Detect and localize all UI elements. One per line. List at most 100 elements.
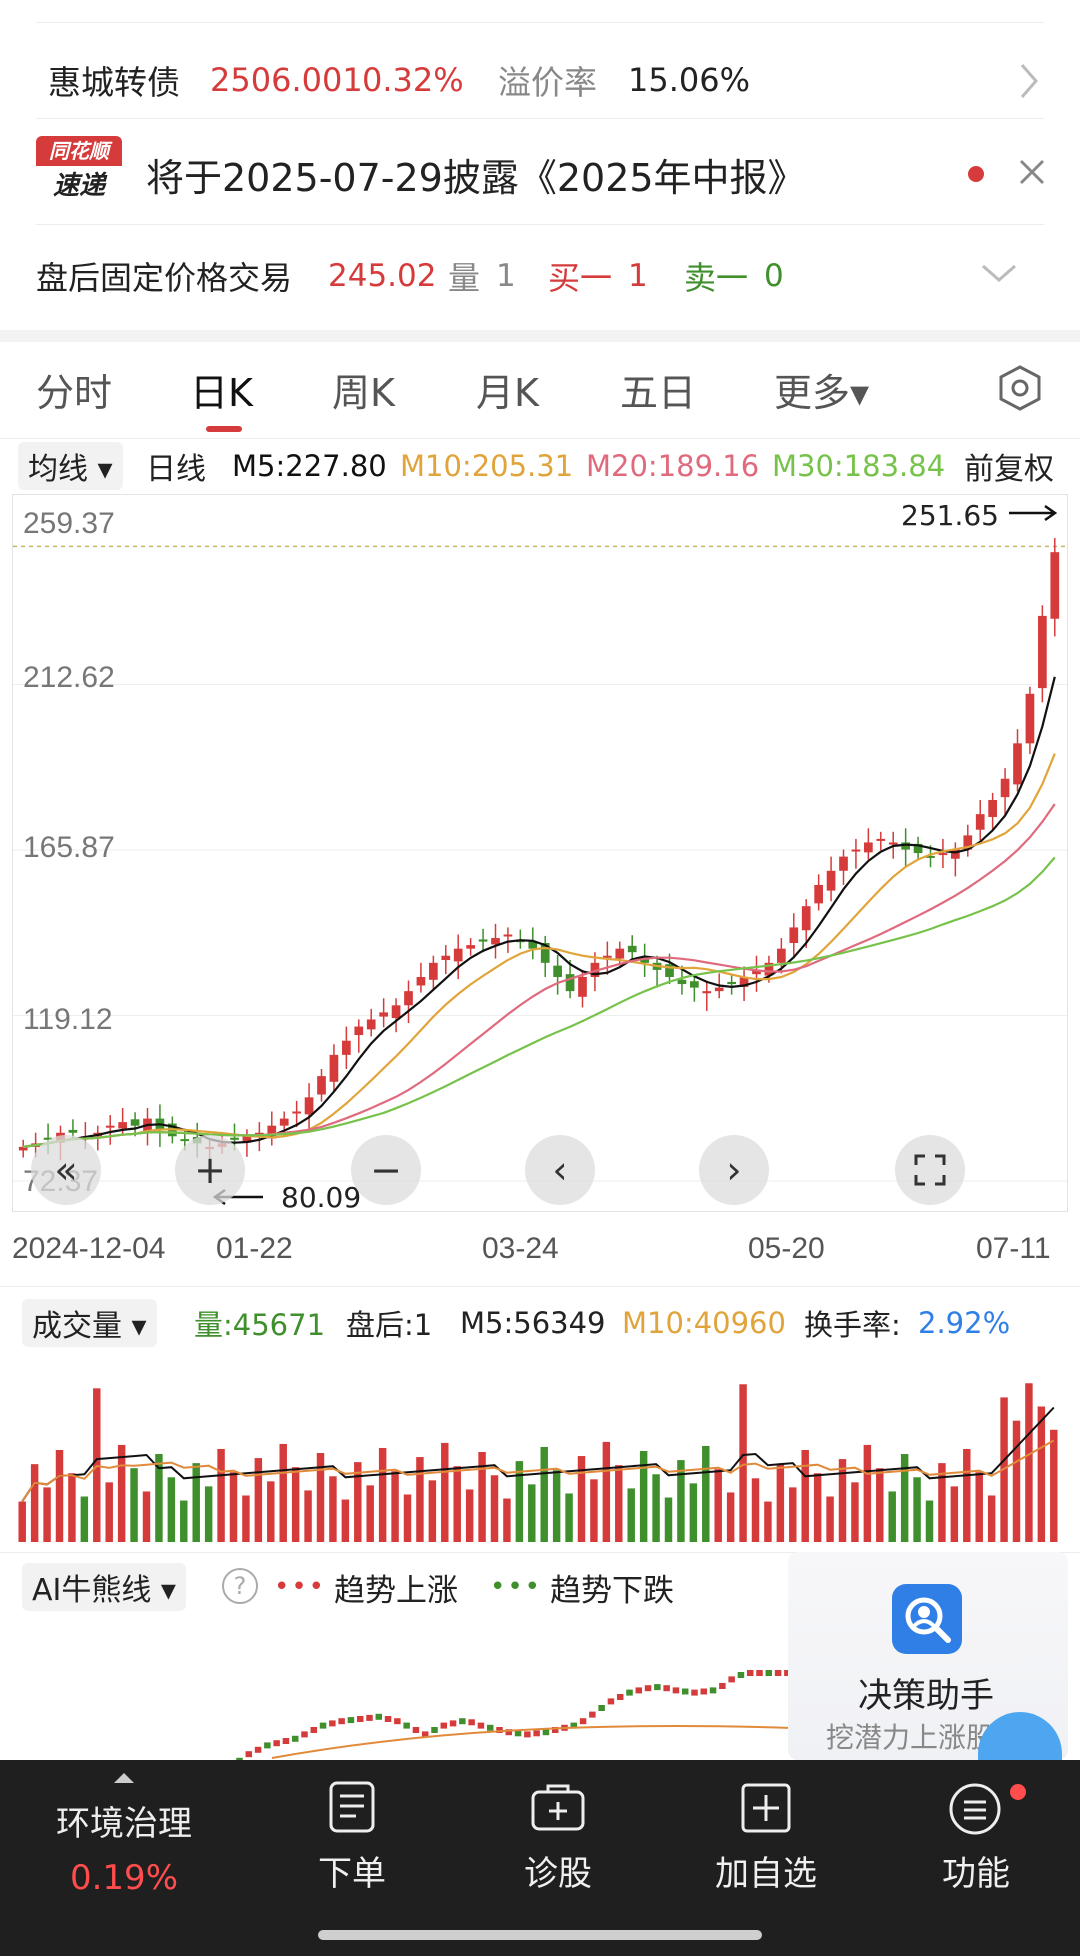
chevron-down-icon[interactable] <box>980 262 1018 288</box>
bond-change: 0.32% <box>362 61 464 99</box>
candle-body <box>404 991 413 1006</box>
ai-indicator-bar: AI牛熊线 ▾ ? ••• 趋势上涨 ••• 趋势下跌 <box>0 1563 1080 1611</box>
volume-bar <box>304 1490 312 1542</box>
close-icon[interactable] <box>1018 158 1046 190</box>
decision-assistant-card[interactable]: 决策助手 挖潜力上涨股 <box>788 1552 1068 1760</box>
m30-value: M30:183.84 <box>772 449 946 483</box>
news-bar[interactable]: 同花顺 速递 将于2025-07-29披露《2025年中报》 <box>0 124 1080 224</box>
ai-candle <box>579 1718 587 1725</box>
zoom-in-button[interactable]: + <box>175 1135 245 1205</box>
volume-bar <box>863 1444 872 1542</box>
bottom-toolbar: 环境治理 0.19% 下单 诊股 加自选 功能 <box>0 1760 1080 1956</box>
ai-candle <box>542 1729 550 1736</box>
ma20-line <box>23 803 1056 1148</box>
volume-bar <box>403 1494 412 1542</box>
volume-bar <box>192 1463 200 1542</box>
ai-candle <box>459 1718 466 1725</box>
candle-body <box>876 838 886 841</box>
volume-bar <box>689 1483 698 1542</box>
kline-chart[interactable]: 259.37 212.62 165.87 119.12 72.37 251.65… <box>12 494 1068 1214</box>
order-label: 下单 <box>318 1854 386 1894</box>
scroll-left-button[interactable]: ‹ <box>525 1135 595 1205</box>
ai-candle <box>291 1735 299 1742</box>
volume-chart[interactable] <box>12 1350 1066 1542</box>
volume-bar <box>764 1501 772 1542</box>
ai-candle <box>598 1705 605 1711</box>
price-axis-label: 119.12 <box>23 1003 113 1036</box>
zoom-out-button[interactable]: − <box>351 1135 421 1205</box>
adjust-mode[interactable]: 前复权 <box>964 452 1054 487</box>
volume-bar <box>876 1468 884 1542</box>
ai-chart[interactable] <box>12 1610 793 1764</box>
volume-bar <box>888 1491 896 1542</box>
volume-bar <box>652 1474 660 1542</box>
convertible-bond-bar[interactable]: 惠城转债 2506.001 0.32% 溢价率 15.06% <box>0 44 1080 116</box>
scroll-to-start-button[interactable]: « <box>31 1135 101 1205</box>
volume-bar <box>677 1460 685 1542</box>
volume-bar <box>503 1498 511 1542</box>
candle-body <box>292 1111 301 1114</box>
trend-down-dots: ••• <box>490 1572 543 1602</box>
sell-one-value: 0 <box>764 258 784 294</box>
volume-bar <box>441 1442 449 1542</box>
scroll-right-button[interactable]: › <box>699 1135 769 1205</box>
help-icon[interactable]: ? <box>222 1568 258 1604</box>
candle-body <box>503 934 513 937</box>
tab-daily-k[interactable]: 日K <box>190 371 253 415</box>
m20-value: M20:189.16 <box>586 449 760 483</box>
volume-bar <box>117 1444 126 1542</box>
candle-body <box>789 927 799 943</box>
volume-bar <box>975 1472 983 1542</box>
m5-value: M5:227.80 <box>232 449 387 483</box>
candle-body <box>366 1019 376 1030</box>
price-axis-label: 212.62 <box>23 661 115 694</box>
tab-weekly-k[interactable]: 周K <box>332 371 395 415</box>
sector-button[interactable]: 环境治理 0.19% <box>34 1760 214 1920</box>
volume-bar <box>267 1481 275 1542</box>
tab-intraday[interactable]: 分时 <box>36 371 113 415</box>
volume-bar <box>714 1469 722 1542</box>
ai-candle <box>412 1727 420 1733</box>
candle-body <box>354 1026 364 1036</box>
fullscreen-button[interactable] <box>895 1135 965 1205</box>
trend-down-label: 趋势下跌 <box>550 1572 674 1609</box>
ai-candle <box>635 1687 643 1694</box>
volume-bar <box>55 1449 64 1542</box>
volume-bar <box>341 1499 350 1542</box>
candle-body <box>975 814 985 830</box>
candle-body <box>466 945 475 949</box>
candle-body <box>491 938 500 945</box>
volume-selector[interactable]: 成交量 ▾ <box>22 1299 157 1347</box>
volume-bar <box>167 1477 176 1542</box>
ai-candle <box>505 1729 513 1736</box>
volume-bar <box>950 1486 959 1542</box>
volume-ma10-line <box>21 1439 1055 1503</box>
ai-candle <box>421 1731 429 1738</box>
volume-bar <box>1037 1406 1046 1542</box>
ai-selector[interactable]: AI牛熊线 ▾ <box>22 1563 186 1611</box>
price-axis-label: 165.87 <box>23 831 115 864</box>
candle-body <box>901 842 910 850</box>
candle-body <box>540 942 550 963</box>
news-text[interactable]: 将于2025-07-29披露《2025年中报》 <box>146 155 806 200</box>
volume-bar <box>180 1500 188 1542</box>
volume-bar <box>627 1488 635 1542</box>
volume-indicator-bar: 成交量 ▾ 量:45671 盘后:1 M5:56349 M10:40960 换手… <box>0 1299 1080 1347</box>
tab-monthly-k[interactable]: 月K <box>476 371 539 415</box>
tab-more[interactable]: 更多▾ <box>774 371 870 415</box>
ma-selector[interactable]: 均线 ▾ <box>18 442 123 490</box>
volume-bar <box>739 1384 747 1542</box>
candle-body <box>752 969 761 975</box>
settings-hexagon-icon[interactable] <box>996 364 1044 416</box>
ai-candle <box>356 1716 364 1722</box>
ai-candle <box>310 1727 318 1733</box>
candle-body <box>690 981 699 988</box>
unread-dot <box>968 166 984 182</box>
flash-news-logo: 同花顺 速递 <box>36 136 122 208</box>
buy-one-value: 1 <box>628 258 648 294</box>
tab-five-day[interactable]: 五日 <box>620 371 697 415</box>
after-hours-bar[interactable]: 盘后固定价格交易 245.02 量 1 买一 1 卖一 0 <box>0 236 1080 316</box>
candle-body <box>478 939 488 942</box>
chevron-right-icon[interactable] <box>1018 62 1040 104</box>
candle-body <box>279 1118 289 1126</box>
